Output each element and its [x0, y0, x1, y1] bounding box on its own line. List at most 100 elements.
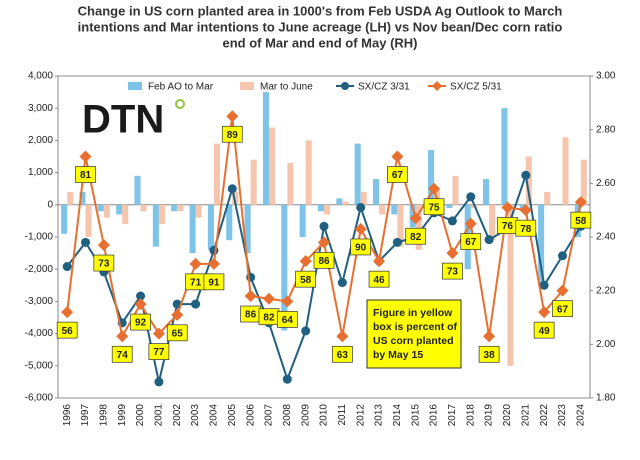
marker — [191, 299, 201, 309]
bar — [287, 162, 294, 205]
pct-box — [350, 238, 372, 256]
pct-box — [533, 321, 555, 339]
pct-box — [423, 198, 445, 216]
marker — [299, 255, 312, 268]
pct-box — [93, 254, 115, 272]
marker — [154, 377, 164, 387]
marker — [356, 202, 366, 212]
pct-label: 91 — [208, 277, 220, 288]
x-tick-label: 2005 — [227, 404, 238, 427]
bar — [299, 204, 306, 237]
bar — [372, 179, 380, 205]
bar — [152, 204, 159, 247]
y-tick-label: -6,000 — [25, 393, 54, 404]
y2-tick-label: 2.80 — [596, 124, 616, 135]
pct-label: 90 — [355, 243, 367, 254]
pct-box — [56, 321, 78, 339]
bar — [116, 204, 123, 215]
bar — [122, 204, 129, 225]
pct-label: 73 — [447, 267, 459, 278]
bar — [415, 204, 422, 250]
y-tick-label: -3,000 — [25, 296, 54, 307]
bar — [213, 143, 220, 205]
marker — [152, 327, 165, 340]
marker — [226, 110, 239, 123]
pct-label: 63 — [337, 350, 349, 361]
legend-label: SX/CZ 3/31 — [358, 82, 410, 93]
marker — [62, 262, 72, 272]
x-tick-label: 2017 — [447, 404, 458, 427]
bar — [232, 191, 239, 205]
legend-swatch — [240, 82, 254, 90]
x-tick-label: 2018 — [465, 404, 476, 427]
marker — [391, 150, 404, 163]
marker — [538, 306, 551, 319]
marker — [484, 235, 494, 245]
pct-box — [203, 273, 225, 291]
legend-label: Mar to June — [260, 82, 313, 93]
annotation: Figure in yellow box is percent of US corn… — [373, 307, 458, 361]
pct-label: 74 — [117, 350, 129, 361]
legend-swatch — [432, 81, 442, 91]
marker — [79, 150, 92, 163]
marker — [446, 247, 459, 260]
bar — [268, 127, 276, 205]
bar — [580, 159, 587, 205]
logo: DTN — [82, 98, 164, 142]
bar — [67, 191, 74, 205]
pct-box — [75, 166, 96, 183]
marker — [337, 278, 347, 288]
bar — [171, 204, 178, 212]
bar — [507, 204, 514, 366]
pct-box — [405, 227, 427, 245]
x-tick-label: 2015 — [410, 404, 421, 427]
bar — [262, 92, 269, 205]
x-tick-label: 2004 — [209, 404, 220, 427]
pct-box — [460, 233, 482, 250]
chart-title: end of Mar and end of May (RH) — [223, 35, 418, 50]
marker — [134, 298, 147, 311]
bar — [85, 204, 92, 237]
bar — [391, 204, 398, 215]
bar — [428, 150, 435, 205]
pct-box — [570, 211, 592, 229]
marker — [336, 330, 349, 343]
y2-tick-label: 3.00 — [596, 71, 616, 82]
x-tick-label: 2008 — [282, 404, 293, 427]
logo-dot — [175, 99, 185, 109]
pct-label: 56 — [62, 326, 74, 337]
y-tick-label: 4,000 — [28, 71, 53, 82]
pct-label: 82 — [410, 232, 422, 243]
bar — [397, 204, 404, 247]
pct-label: 78 — [520, 224, 532, 235]
pct-box — [166, 324, 188, 342]
marker — [501, 201, 514, 214]
marker — [556, 284, 569, 297]
legend-label: Feb AO to Mar — [148, 82, 214, 93]
bar — [195, 204, 202, 218]
pct-label: 89 — [227, 130, 239, 141]
bar — [250, 159, 257, 205]
pct-label: 58 — [300, 275, 312, 286]
pct-label: 67 — [465, 237, 477, 248]
x-tick-label: 2011 — [337, 404, 348, 426]
marker — [519, 204, 532, 217]
x-tick-label: 1999 — [117, 404, 128, 427]
pct-box — [276, 311, 298, 328]
pct-label: 58 — [575, 216, 587, 227]
y-tick-label: -5,000 — [25, 360, 54, 371]
x-tick-label: 2003 — [190, 404, 201, 427]
marker — [318, 236, 330, 249]
marker — [171, 308, 184, 321]
marker — [244, 290, 257, 303]
marker — [373, 255, 386, 268]
pct-box — [221, 125, 243, 143]
marker — [521, 170, 531, 180]
x-tick-label: 2020 — [502, 404, 513, 427]
x-tick-label: 2000 — [135, 404, 146, 427]
pct-box — [295, 270, 317, 288]
bar — [317, 204, 324, 212]
bar — [226, 204, 233, 241]
pct-label: 77 — [153, 347, 165, 358]
pct-label: 49 — [539, 326, 551, 337]
